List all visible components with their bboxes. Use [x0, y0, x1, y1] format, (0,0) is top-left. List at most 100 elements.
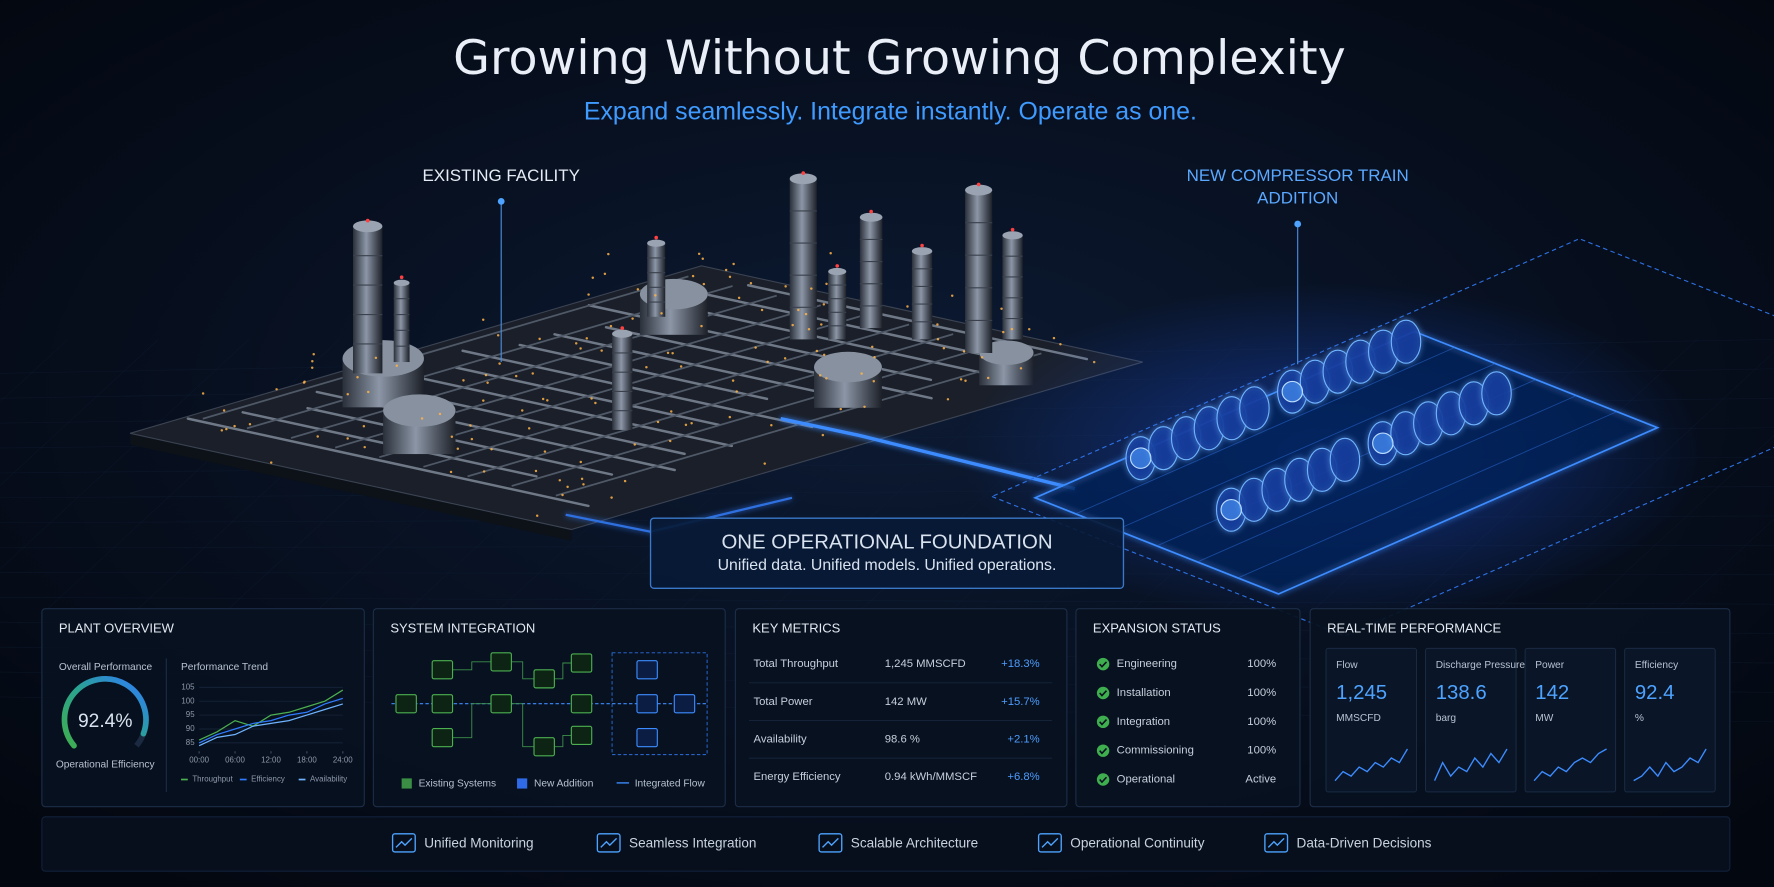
tower-light [835, 264, 840, 268]
status-check [1096, 773, 1110, 786]
plant-light [490, 448, 493, 451]
plant-light [980, 356, 984, 359]
kpi-value: 92.4 [1635, 682, 1675, 704]
legend-label: Existing Systems [419, 779, 496, 790]
plant-light [946, 398, 950, 401]
page-title: Growing Without Growing Complexity [453, 31, 1346, 86]
plant-light [821, 433, 825, 437]
pipe [202, 275, 689, 420]
tower-top [828, 267, 847, 276]
plant-light [783, 357, 787, 360]
connector [442, 703, 502, 739]
status-check [1096, 744, 1110, 757]
tower-light [654, 235, 659, 240]
status-name: Installation [1117, 687, 1171, 699]
plant-light [587, 293, 590, 296]
panel-title: KEY METRICS [752, 620, 840, 635]
foundation-box [649, 517, 1125, 589]
plant-light [610, 496, 613, 499]
plant-light [906, 305, 909, 308]
plant-light [668, 439, 672, 443]
compressor [1329, 437, 1361, 482]
panel [1075, 608, 1301, 808]
status-tick [1099, 776, 1108, 784]
callout-label: ADDITION [1257, 189, 1338, 208]
plant-light [356, 375, 359, 379]
plant-light [660, 312, 663, 315]
footer-item: Unified Monitoring [424, 836, 533, 851]
plant-light [450, 435, 454, 438]
plant-light [220, 429, 224, 432]
footer-icon [391, 833, 416, 853]
tank-top [979, 340, 1034, 365]
tower [965, 190, 993, 353]
metric-delta: +6.8% [1007, 771, 1039, 783]
footer-icon [1037, 833, 1062, 853]
tower-top [911, 247, 933, 256]
plant-light [462, 379, 465, 382]
pipe [306, 406, 614, 476]
kpi-value: 138.6 [1436, 682, 1487, 704]
pipe [511, 342, 998, 487]
compressor-end [1129, 447, 1152, 469]
kpi-value: 1,245 [1336, 682, 1387, 704]
icon-frame [596, 833, 621, 853]
plant-light [735, 390, 738, 393]
panels: PLANT OVERVIEW Overall Performance 92.4% Op… [41, 608, 1731, 808]
tower [612, 333, 633, 430]
compressor [1390, 319, 1422, 364]
status-value: 100% [1247, 745, 1276, 757]
plant-light [469, 424, 472, 427]
plant-light [580, 477, 584, 481]
icon-frame [1037, 833, 1062, 853]
x-tick-label: 06:00 [225, 755, 245, 764]
kpi-card [1624, 647, 1716, 793]
plant-light [872, 380, 876, 383]
compressor-end [1220, 498, 1242, 521]
kpi-label: Efficiency [1635, 660, 1679, 671]
status-tick [1099, 719, 1108, 726]
plant-light [645, 365, 648, 369]
plant-light [311, 360, 314, 363]
plant-light [594, 401, 597, 405]
x-tick-label: 00:00 [189, 755, 209, 764]
plant-light [362, 425, 366, 428]
panel [41, 608, 365, 808]
tower-light [869, 209, 873, 214]
floor-grid [1674, 518, 1774, 612]
footer-item: Scalable Architecture [851, 836, 978, 851]
kpi-value: 142 [1535, 682, 1569, 704]
gauge-arc [61, 676, 149, 749]
legend-label: Efficiency [251, 775, 285, 784]
tower-top [789, 173, 817, 185]
plant-light [538, 337, 541, 341]
page-subtitle: Expand seamlessly. Integrate instantly. … [584, 98, 1197, 126]
plant-light [623, 479, 627, 483]
plant-light [731, 379, 735, 382]
new-node [636, 728, 658, 748]
plant-light [654, 294, 657, 297]
footer-icon [1264, 833, 1289, 853]
plant-light [700, 324, 703, 328]
plant-light [691, 274, 695, 278]
plant-light [482, 470, 486, 473]
existing-node [570, 725, 593, 746]
existing-node [431, 728, 454, 748]
trend-line [198, 703, 343, 747]
plant-light [541, 397, 545, 401]
metric-name: Availability [753, 733, 807, 745]
x-tick-label: 12:00 [261, 755, 281, 764]
plant-light [248, 423, 252, 426]
metric-delta: +15.7% [1001, 696, 1040, 708]
kpi-card [1325, 647, 1417, 793]
plant-light [531, 372, 535, 375]
tower-top [859, 212, 883, 222]
plant-light [579, 347, 582, 350]
plant-light [818, 374, 822, 377]
existing-node [431, 694, 454, 714]
plant-light [566, 485, 569, 489]
trend-line [198, 689, 344, 741]
kpi-label: Flow [1336, 660, 1358, 671]
plant-light [1000, 307, 1003, 310]
